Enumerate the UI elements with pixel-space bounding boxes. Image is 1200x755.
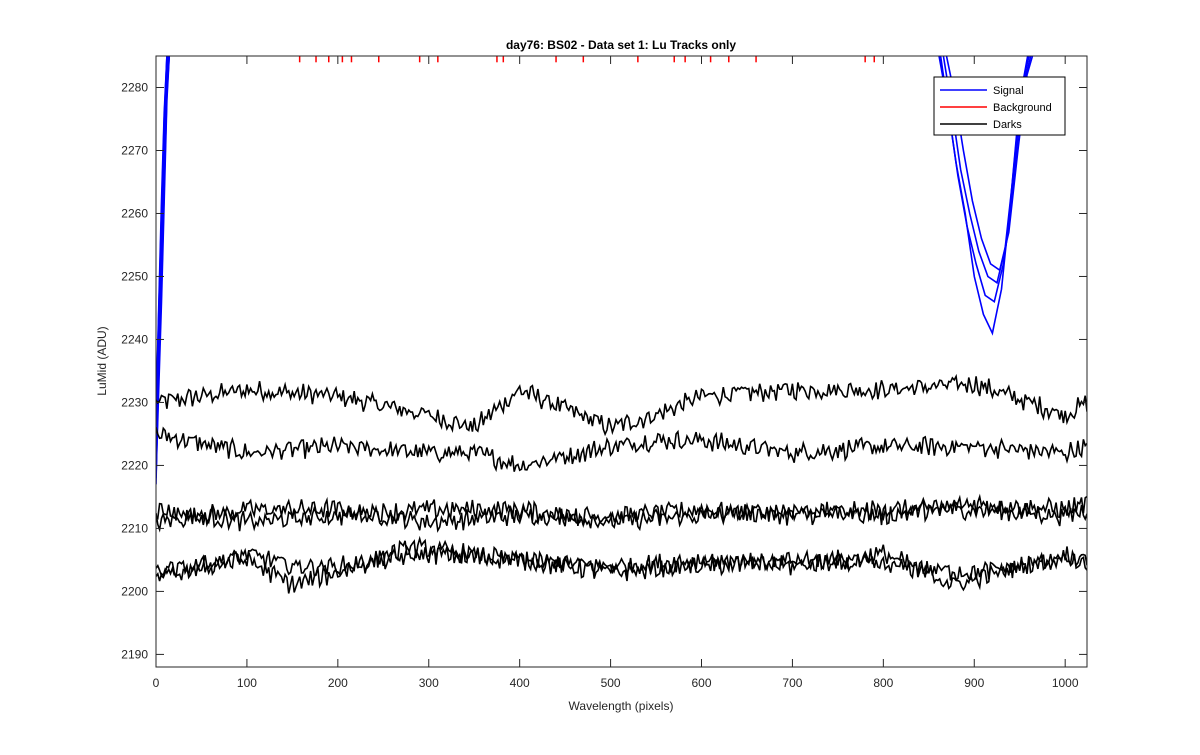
y-tick-label: 2250	[121, 269, 148, 283]
x-tick-label: 100	[237, 676, 257, 690]
x-tick-label: 0	[153, 676, 160, 690]
y-axis-label: LuMid (ADU)	[95, 326, 109, 395]
signal-trace	[939, 56, 1030, 304]
y-tick-label: 2270	[121, 143, 148, 157]
legend-box	[933, 76, 1066, 136]
legend-label-darks: Darks	[993, 119, 1022, 131]
y-tick-label: 2240	[121, 332, 148, 346]
series-layer	[156, 56, 1087, 594]
signal-trace	[156, 56, 170, 447]
legend-item-signal: Signal	[940, 85, 1024, 97]
darks-trace	[156, 496, 1087, 533]
x-tick-label: 1000	[1052, 676, 1079, 690]
y-tick-label: 2260	[121, 206, 148, 220]
darks-trace	[156, 535, 1087, 594]
chart-title: day76: BS02 - Data set 1: Lu Tracks only	[506, 38, 736, 52]
x-tick-label: 200	[328, 676, 348, 690]
x-axis-label: Wavelength (pixels)	[569, 699, 674, 713]
x-tick-label: 800	[873, 676, 893, 690]
y-tick-label: 2230	[121, 395, 148, 409]
x-tick-label: 300	[419, 676, 439, 690]
x-tick-label: 500	[601, 676, 621, 690]
darks-trace	[156, 373, 1087, 437]
y-tick-label: 2280	[121, 80, 148, 94]
x-tick-label: 900	[964, 676, 984, 690]
plot-background	[156, 56, 1087, 667]
y-tick-label: 2190	[121, 647, 148, 661]
x-tick-label: 700	[782, 676, 802, 690]
y-tick-label: 2200	[121, 584, 148, 598]
legend-label-background: Background	[993, 102, 1052, 114]
x-tick-label: 600	[691, 676, 711, 690]
legend-item-background: Background	[940, 102, 1052, 114]
x-axis-ticks: 0 100 200 300 400 500 600 700 800 900 1000	[153, 56, 1079, 690]
y-axis-ticks: 2190 2200 2210 2220 2230 2240 2250 2260 2270 2280	[121, 80, 1087, 661]
y-tick-label: 2220	[121, 458, 148, 472]
legend: Signal Background Darks	[933, 76, 1066, 136]
y-tick-label: 2210	[121, 521, 148, 535]
darks-trace	[156, 426, 1087, 473]
legend-label-signal: Signal	[993, 85, 1024, 97]
signal-trace	[942, 56, 1032, 285]
plot-axes-box	[155, 55, 1088, 668]
legend-item-darks: Darks	[940, 119, 1022, 131]
darks-trace	[156, 493, 1087, 532]
x-tick-label: 400	[510, 676, 530, 690]
